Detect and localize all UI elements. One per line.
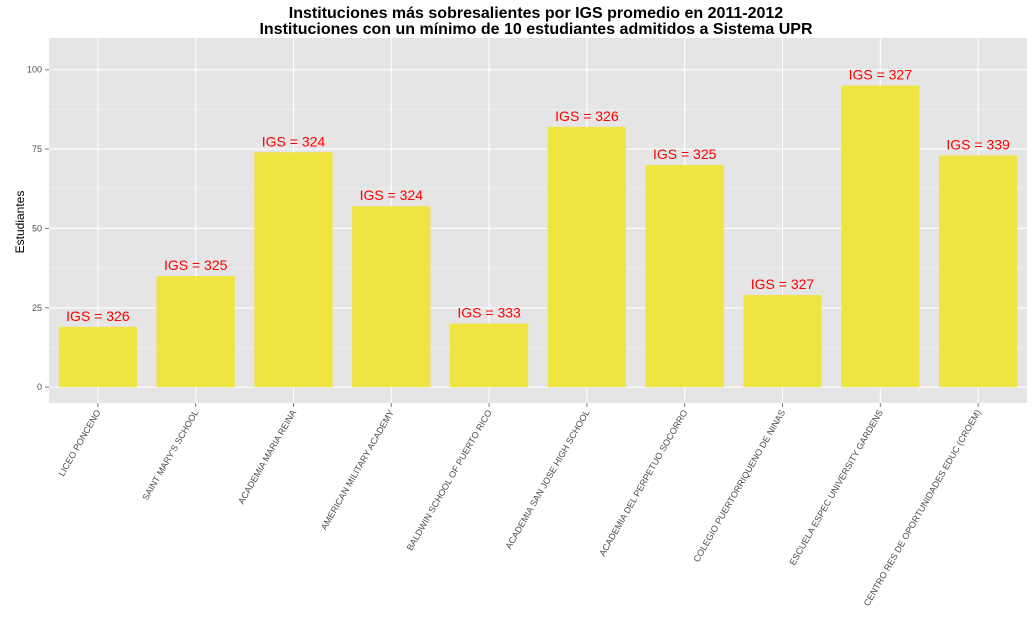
chart-subtitle: Instituciones con un mínimo de 10 estudi…	[259, 21, 812, 38]
y-tick-label: 0	[37, 382, 42, 392]
bar	[841, 85, 920, 388]
y-tick-label: 25	[32, 303, 42, 313]
data-label: IGS = 325	[653, 146, 717, 162]
bar	[938, 155, 1018, 388]
bar	[743, 295, 822, 388]
y-tick-label: 50	[32, 223, 42, 233]
chart-title: Instituciones más sobresalientes por IGS…	[289, 5, 784, 22]
bar	[547, 126, 627, 388]
x-tick-label: COLEGIO PUERTORRIQUENO DE NINAS	[691, 408, 787, 564]
bar	[352, 206, 431, 388]
bar	[449, 323, 529, 388]
x-tick-label: ACADEMIA DEL PERPETUO SOCORRO	[597, 408, 689, 558]
data-label: IGS = 325	[164, 257, 228, 273]
x-tick-label: BALDWIN SCHOOL OF PUERTO RICO	[405, 408, 494, 552]
data-label: IGS = 327	[849, 67, 913, 83]
data-label: IGS = 326	[66, 308, 130, 324]
x-tick-label: CENTRO RES DE OPORTUNIDADES EDUC (CROEM)	[862, 408, 983, 608]
bar	[254, 152, 333, 388]
x-tick-label: AMERICAN MILITARY ACADEMY	[319, 408, 396, 532]
x-tick-label: ACADEMIA MARIA REINA	[236, 408, 298, 506]
bars	[58, 85, 1018, 388]
x-tick-label: SAINT MARY'S SCHOOL	[140, 408, 200, 502]
x-tick-label: ACADEMIA SAN JOSE HIGH SCHOOL	[503, 408, 591, 551]
data-label: IGS = 333	[457, 305, 521, 321]
x-axis: LICEO PONCENO SAINT MARY'S SCHOOL ACADEMIA…	[56, 403, 983, 608]
data-label: IGS = 327	[751, 276, 815, 292]
bar	[156, 276, 235, 388]
data-label: IGS = 324	[360, 187, 424, 203]
x-tick-label: ESCUELA ESPEC UNIVERSITY GARDENS	[787, 408, 885, 567]
data-labels: IGS = 326 IGS = 325 IGS = 324 IGS = 324 IGS …	[66, 67, 1010, 324]
data-label: IGS = 339	[946, 136, 1010, 152]
y-axis-label: Estudiantes	[13, 191, 27, 254]
data-label: IGS = 326	[555, 108, 619, 124]
y-tick-label: 100	[27, 65, 42, 75]
x-tick-label: LICEO PONCENO	[56, 408, 102, 478]
bar	[58, 326, 138, 388]
data-label: IGS = 324	[262, 133, 326, 149]
y-tick-label: 75	[32, 144, 42, 154]
bar	[645, 164, 724, 388]
y-axis: 0 25 50 75 100	[27, 65, 49, 392]
